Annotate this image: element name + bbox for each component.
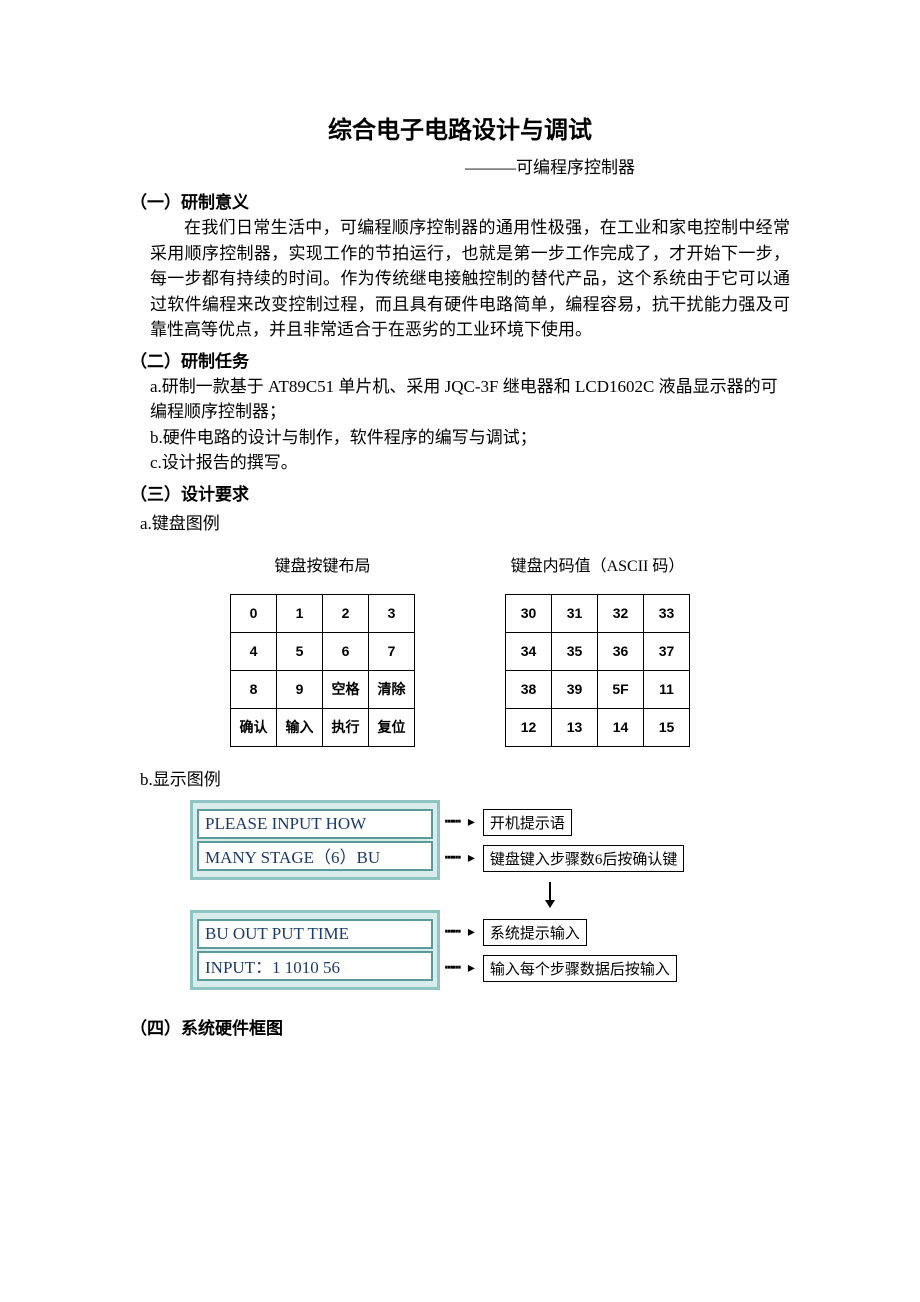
key-execute: 执行 <box>323 708 369 746</box>
section-1-heading: （一）研制意义 <box>130 188 790 213</box>
section-3-sub-a: a.键盘图例 <box>140 509 790 534</box>
key-6: 6 <box>323 632 369 670</box>
key-1: 1 <box>277 594 323 632</box>
document-subtitle: ———可编程序控制器 <box>130 153 790 178</box>
desc-box-1: 开机提示语 <box>483 809 572 836</box>
key-8: 8 <box>231 670 277 708</box>
key-space: 空格 <box>323 670 369 708</box>
section-2-item-b: b.硬件电路的设计与制作，软件程序的编写与调试； <box>150 425 790 451</box>
keyboard-left-caption: 键盘按键布局 <box>274 552 370 576</box>
arrow-head-icon: ▸ <box>468 850 475 867</box>
ascii-11: 11 <box>644 670 690 708</box>
key-reset: 复位 <box>369 708 415 746</box>
section-2-item-c: c.设计报告的撰写。 <box>150 450 790 476</box>
ascii-33: 33 <box>644 594 690 632</box>
keyboard-section: 键盘按键布局 0 1 2 3 4 5 6 7 8 9 空格 清除 确认 <box>130 552 790 747</box>
arrow-head-icon: ▸ <box>468 960 475 977</box>
ascii-30: 30 <box>506 594 552 632</box>
key-4: 4 <box>231 632 277 670</box>
ascii-39: 39 <box>552 670 598 708</box>
ascii-38: 38 <box>506 670 552 708</box>
ascii-5f: 5F <box>598 670 644 708</box>
keypad-ascii-table: 30 31 32 33 34 35 36 37 38 39 5F 11 12 1… <box>505 594 690 747</box>
arrow-dots-icon: ┅┅ <box>445 850 460 867</box>
lcd-1-line-2: MANY STAGE（6）BU <box>197 841 433 871</box>
ascii-13: 13 <box>552 708 598 746</box>
desc-box-3: 系统提示输入 <box>483 919 587 946</box>
key-confirm: 确认 <box>231 708 277 746</box>
desc-box-4: 输入每个步骤数据后按输入 <box>483 955 677 982</box>
section-4-heading: （四）系统硬件框图 <box>130 1014 790 1039</box>
display-diagram: ┅┅ ▸ 开机提示语 PLEASE INPUT HOW ┅┅ ▸ 键盘键入步骤数… <box>190 800 790 990</box>
ascii-15: 15 <box>644 708 690 746</box>
ascii-14: 14 <box>598 708 644 746</box>
ascii-32: 32 <box>598 594 644 632</box>
key-clear: 清除 <box>369 670 415 708</box>
arrow-dots-icon: ┅┅ <box>445 814 460 831</box>
key-3: 3 <box>369 594 415 632</box>
section-2-heading: （二）研制任务 <box>130 347 790 372</box>
arrow-dots-icon: ┅┅ <box>445 960 460 977</box>
arrow-dots-icon: ┅┅ <box>445 924 460 941</box>
arrow-head-icon: ▸ <box>468 814 475 831</box>
ascii-37: 37 <box>644 632 690 670</box>
section-1-text: 在我们日常生活中，可编程顺序控制器的通用性极强，在工业和家电控制中经常采用顺序控… <box>150 215 790 343</box>
keyboard-left-block: 键盘按键布局 0 1 2 3 4 5 6 7 8 9 空格 清除 确认 <box>230 552 415 747</box>
key-input: 输入 <box>277 708 323 746</box>
key-0: 0 <box>231 594 277 632</box>
ascii-35: 35 <box>552 632 598 670</box>
lcd-group-2: ┅┅ ▸ 系统提示输入 BU OUT PUT TIME ┅┅ ▸ 输入每个步骤数… <box>190 910 440 990</box>
ascii-34: 34 <box>506 632 552 670</box>
lcd-group-1: ┅┅ ▸ 开机提示语 PLEASE INPUT HOW ┅┅ ▸ 键盘键入步骤数… <box>190 800 440 880</box>
arrow-head-icon: ▸ <box>468 924 475 941</box>
keypad-layout-table: 0 1 2 3 4 5 6 7 8 9 空格 清除 确认 输入 执行 复位 <box>230 594 415 747</box>
lcd-2-line-2: INPUT：1 1010 56 <box>197 951 433 981</box>
lcd-1-line-1: PLEASE INPUT HOW <box>197 809 433 839</box>
down-arrow-icon <box>310 880 790 910</box>
section-3-heading: （三）设计要求 <box>130 480 790 505</box>
keyboard-right-block: 键盘内码值（ASCII 码） 30 31 32 33 34 35 36 37 3… <box>505 552 690 747</box>
document-title: 综合电子电路设计与调试 <box>130 110 790 145</box>
desc-box-2: 键盘键入步骤数6后按确认键 <box>483 845 685 872</box>
lcd-2-line-1: BU OUT PUT TIME <box>197 919 433 949</box>
ascii-36: 36 <box>598 632 644 670</box>
key-2: 2 <box>323 594 369 632</box>
key-5: 5 <box>277 632 323 670</box>
ascii-31: 31 <box>552 594 598 632</box>
keyboard-right-caption: 键盘内码值（ASCII 码） <box>511 552 685 576</box>
section-3-sub-b: b.显示图例 <box>140 765 790 790</box>
key-7: 7 <box>369 632 415 670</box>
ascii-12: 12 <box>506 708 552 746</box>
key-9: 9 <box>277 670 323 708</box>
section-2-item-a: a.研制一款基于 AT89C51 单片机、采用 JQC-3F 继电器和 LCD1… <box>150 374 790 425</box>
